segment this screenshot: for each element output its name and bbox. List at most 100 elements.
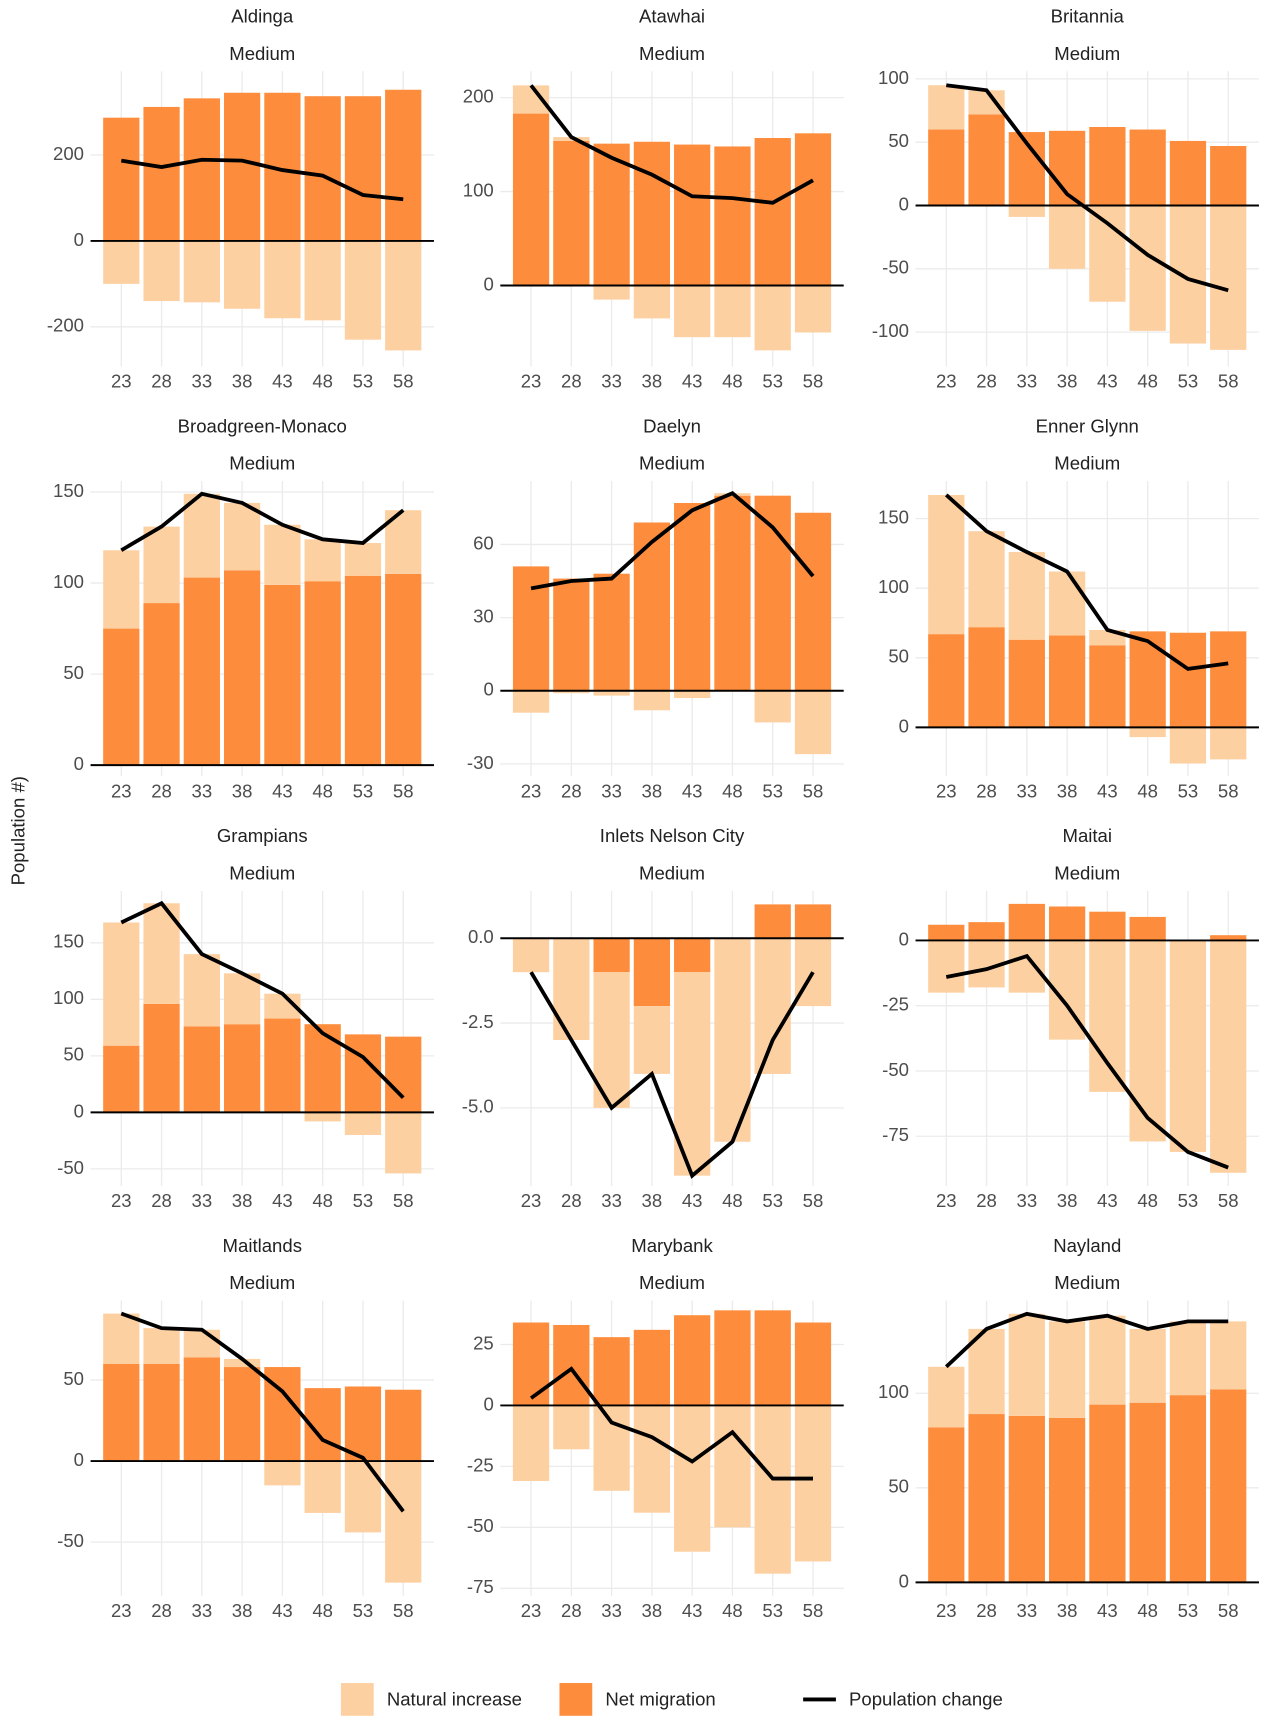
bar — [1008, 552, 1045, 640]
bar — [928, 85, 965, 130]
x-tick-label: 58 — [393, 371, 414, 392]
bar — [344, 542, 382, 576]
bar — [754, 904, 791, 939]
bar — [928, 494, 965, 635]
bar — [553, 578, 590, 691]
bar — [183, 240, 220, 303]
bar — [103, 1363, 140, 1462]
bar — [223, 973, 261, 1025]
bar — [714, 1405, 751, 1528]
bar — [968, 114, 1005, 206]
panel-title: Inlets Nelson City — [600, 825, 745, 846]
bar — [1008, 940, 1045, 993]
x-tick-label: 38 — [232, 780, 253, 801]
bar — [553, 938, 590, 1041]
bar — [223, 502, 261, 571]
x-tick-label: 23 — [111, 1600, 132, 1621]
bar — [1089, 940, 1126, 1092]
bar — [1210, 1321, 1247, 1390]
x-tick-label: 48 — [722, 780, 743, 801]
x-tick-label: 28 — [151, 1600, 172, 1621]
bar — [512, 690, 550, 713]
bar — [1008, 903, 1045, 941]
bar — [103, 1313, 140, 1364]
y-tick-label: 0 — [74, 1100, 84, 1121]
x-tick-label: 48 — [722, 371, 743, 392]
y-tick-label: -50 — [57, 1157, 84, 1178]
bar — [633, 522, 671, 691]
y-tick-label: 100 — [53, 987, 84, 1008]
panel-subtitle: Medium — [639, 1272, 705, 1293]
x-tick-label: 53 — [1178, 780, 1199, 801]
y-tick-label: 0 — [899, 928, 909, 949]
x-tick-label: 48 — [1137, 1190, 1158, 1211]
bar — [1210, 940, 1247, 1173]
x-tick-label: 38 — [642, 1600, 663, 1621]
y-tick-label: -75 — [882, 1124, 909, 1145]
panel-title: Maitai — [1062, 825, 1112, 846]
x-tick-label: 58 — [1218, 780, 1239, 801]
bar — [928, 1366, 965, 1428]
bar — [304, 1461, 341, 1513]
panel-title: Nayland — [1053, 1235, 1121, 1256]
y-tick-label: 150 — [878, 507, 909, 528]
bar — [183, 954, 220, 1027]
bar — [754, 1405, 791, 1574]
line — [120, 1311, 405, 1513]
x-tick-label: 23 — [111, 1190, 132, 1211]
legend-label: Net migration — [605, 1688, 715, 1709]
bar — [633, 690, 671, 711]
line — [945, 953, 1229, 1170]
bar — [512, 938, 550, 973]
x-tick-label: 23 — [521, 371, 542, 392]
x-tick-label: 28 — [976, 780, 997, 801]
bar — [183, 1357, 220, 1462]
panel-title: Broadgreen-Monaco — [178, 415, 347, 436]
y-tick-label: 0 — [483, 679, 493, 700]
bar — [183, 493, 220, 578]
bar — [1089, 645, 1126, 728]
bar — [1008, 1313, 1045, 1416]
x-tick-label: 23 — [936, 780, 957, 801]
y-tick-label: -50 — [467, 1515, 494, 1536]
x-tick-label: 28 — [151, 1190, 172, 1211]
bar — [344, 575, 382, 766]
panel-subtitle: Medium — [639, 862, 705, 883]
x-tick-label: 48 — [312, 1190, 333, 1211]
y-tick-label: 200 — [53, 143, 84, 164]
bar — [304, 1024, 341, 1113]
panel-subtitle: Medium — [1054, 43, 1120, 64]
bar — [1210, 727, 1247, 760]
bar — [264, 1018, 301, 1113]
bar — [754, 690, 791, 723]
x-tick-label: 58 — [393, 1190, 414, 1211]
bar — [1048, 205, 1086, 269]
x-tick-label: 28 — [561, 780, 582, 801]
bar — [593, 938, 630, 973]
y-tick-label: 0 — [483, 273, 493, 294]
bar — [223, 570, 261, 766]
panel-title: Aldinga — [231, 6, 294, 27]
bar — [794, 512, 832, 691]
x-tick-label: 43 — [1097, 1600, 1118, 1621]
y-axis-label: Population #) — [8, 776, 29, 885]
bar — [633, 141, 671, 286]
x-tick-label: 53 — [353, 1600, 374, 1621]
y-tick-label: 50 — [63, 1044, 84, 1065]
bar — [1210, 631, 1247, 728]
x-tick-label: 53 — [762, 780, 783, 801]
line — [945, 493, 1229, 671]
bar — [1008, 639, 1045, 728]
legend-label: Natural increase — [387, 1688, 522, 1709]
bar — [794, 133, 832, 286]
line — [120, 900, 405, 1100]
y-tick-label: 0 — [74, 753, 84, 774]
x-tick-label: 38 — [232, 371, 253, 392]
x-tick-label: 58 — [803, 780, 824, 801]
bar — [1089, 205, 1126, 302]
bar — [968, 1328, 1005, 1415]
bar — [143, 106, 180, 241]
bar — [103, 117, 140, 241]
line — [120, 491, 405, 552]
line — [529, 1366, 813, 1481]
